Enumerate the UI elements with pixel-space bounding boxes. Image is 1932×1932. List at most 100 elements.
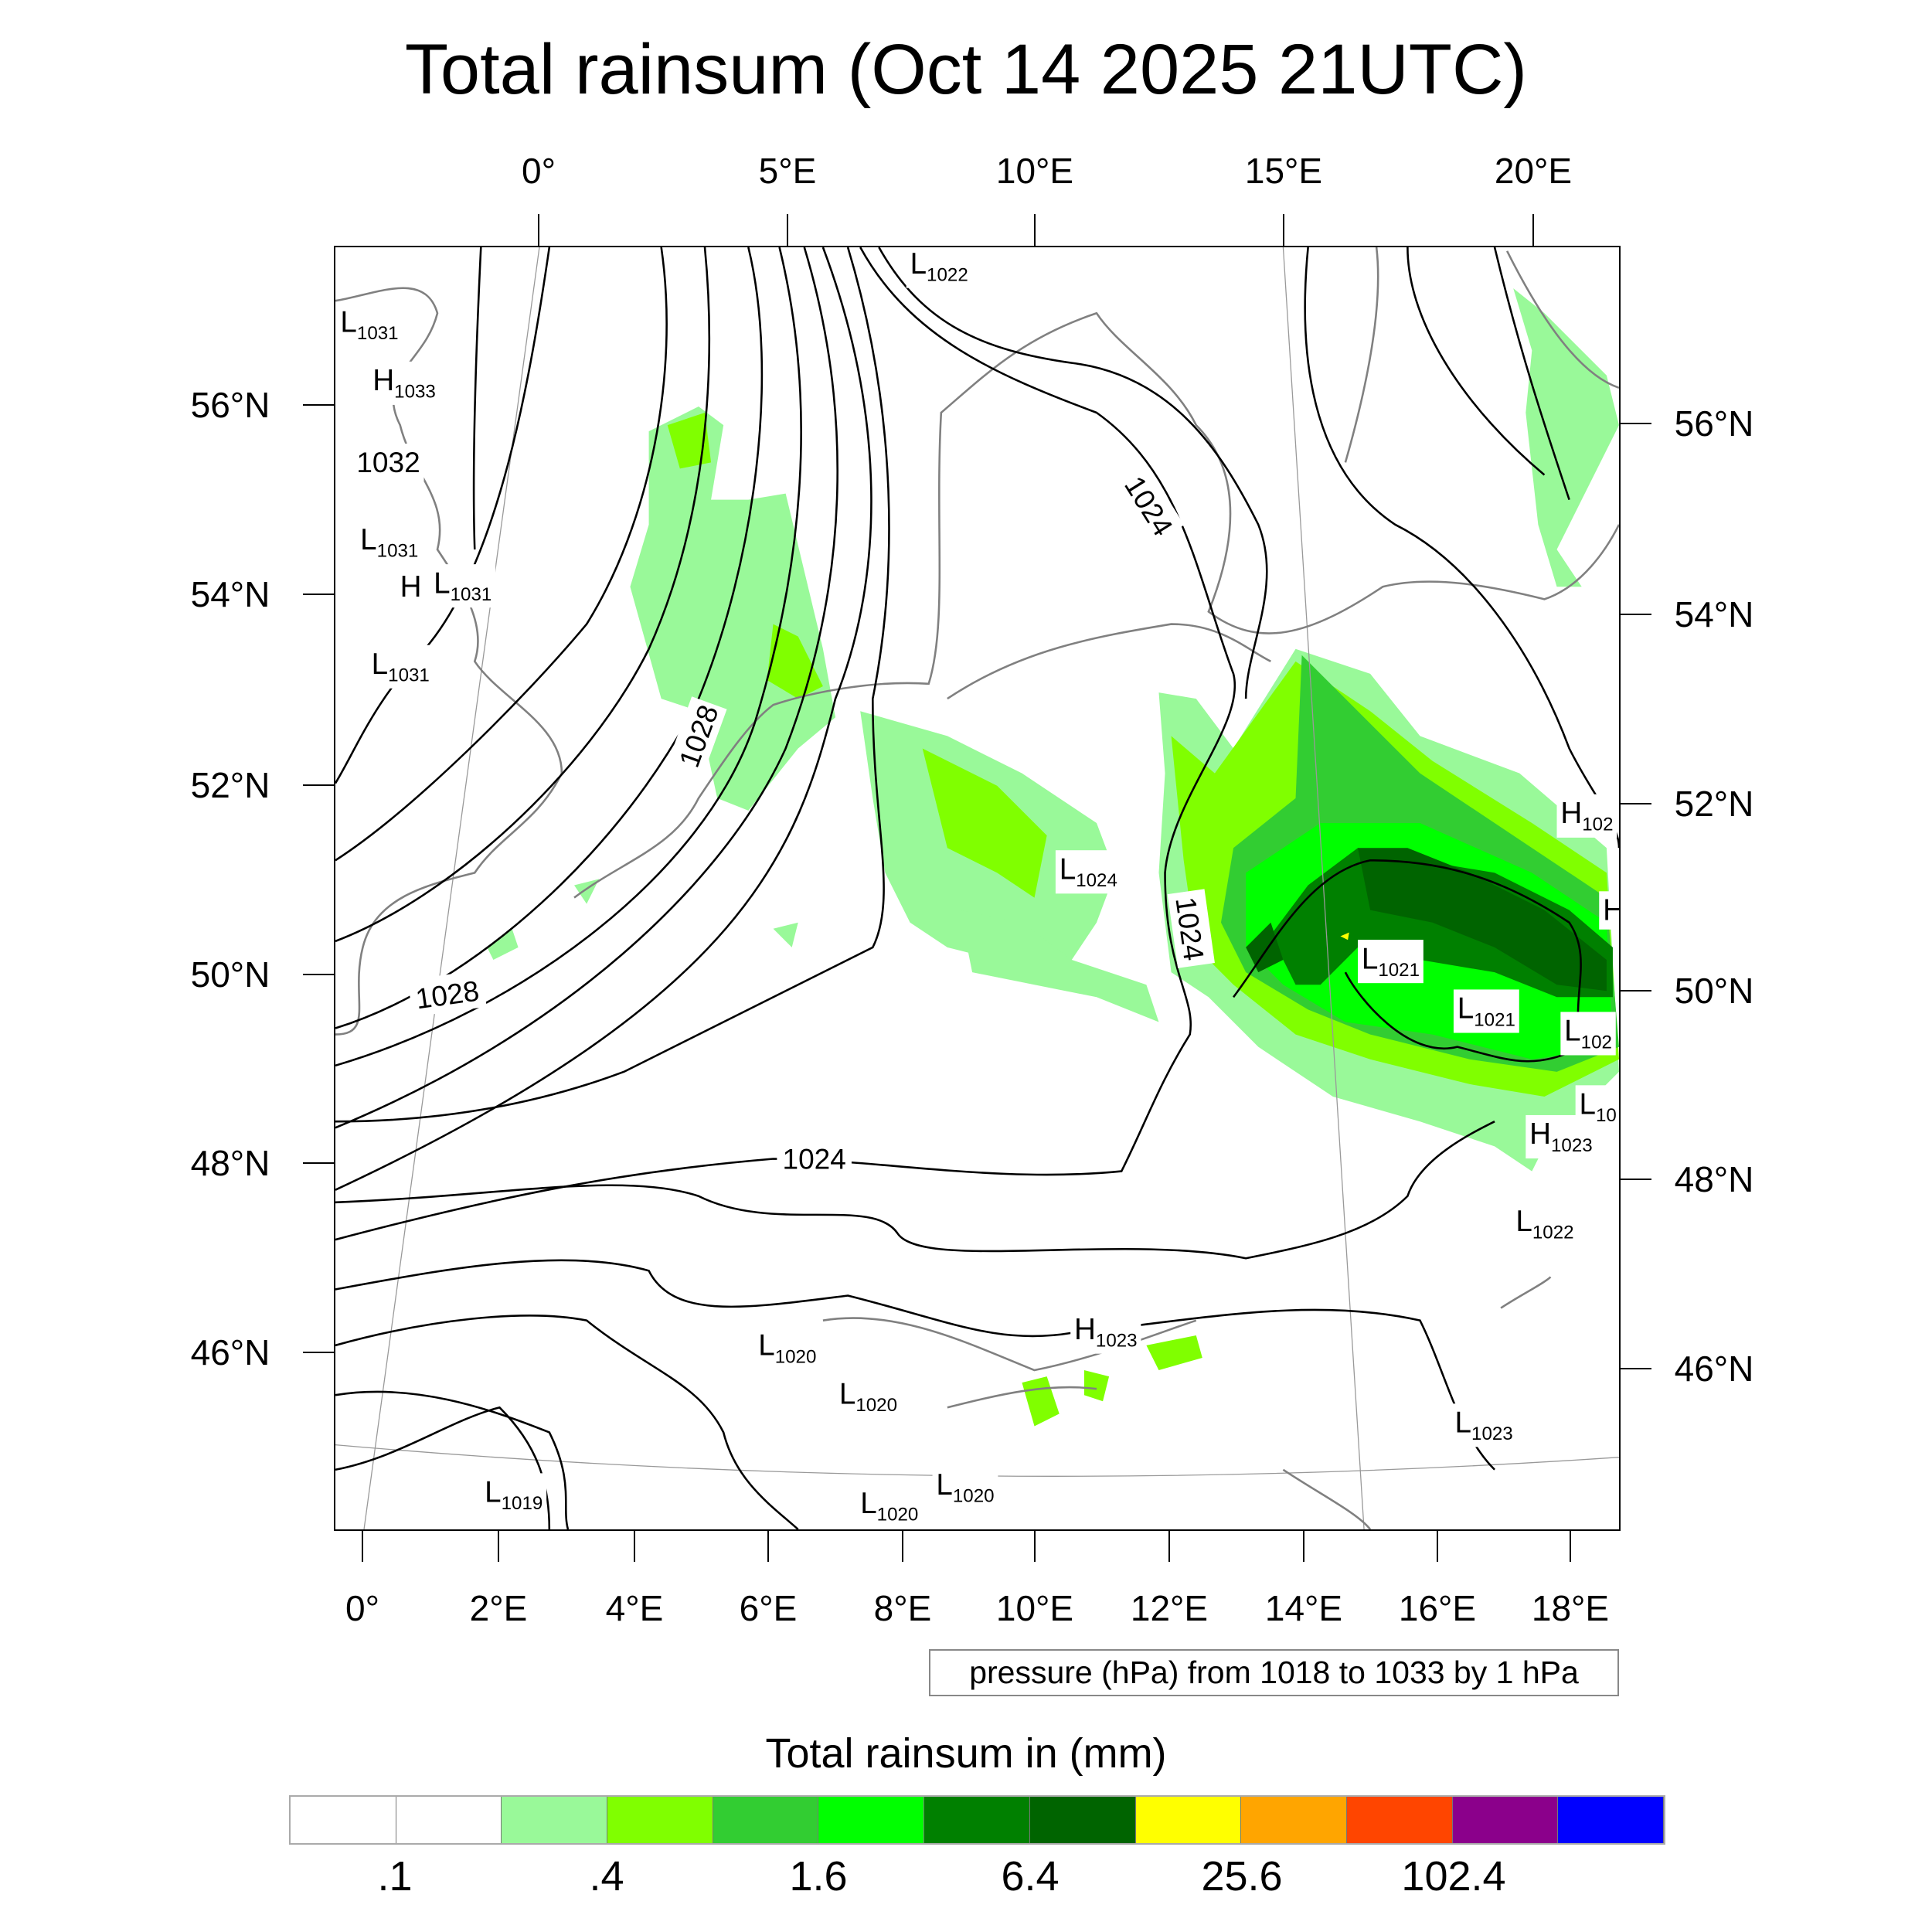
- pressure-type: L: [434, 566, 450, 600]
- pressure-type: L: [758, 1329, 774, 1362]
- axis-tick: [1621, 803, 1651, 804]
- label-background: [835, 1375, 901, 1419]
- axis-tick: [1034, 214, 1036, 246]
- top-lon-label: 15°E: [1244, 151, 1323, 191]
- axis-tick: [303, 594, 334, 595]
- pressure-type: L: [1515, 1205, 1532, 1238]
- label-background: [932, 1465, 998, 1509]
- isobar: [335, 247, 838, 1129]
- pressure-type: L: [910, 247, 927, 281]
- bottom-lon-label: 10°E: [995, 1588, 1074, 1628]
- axis-tick: [1621, 614, 1651, 615]
- isobar: [335, 247, 1236, 1241]
- pressure-value: 1021: [1474, 1009, 1515, 1030]
- pressure-value: 1033: [394, 382, 436, 403]
- isobar: [335, 247, 872, 1191]
- meridian-line: [363, 247, 540, 1529]
- pressure-value: 1023: [1551, 1135, 1593, 1156]
- axis-tick: [1283, 214, 1284, 246]
- left-lat-label: 48°N: [190, 1143, 270, 1183]
- pressure-value: 102: [1582, 815, 1613, 835]
- rain-moderate: [667, 413, 823, 699]
- bottom-lon-label: 2°E: [469, 1588, 528, 1628]
- label-background: [1070, 1310, 1141, 1354]
- colorbar-label: 1.6: [789, 1853, 848, 1900]
- colorbar-label: .1: [377, 1853, 413, 1900]
- rain-moderate: [1022, 1335, 1202, 1427]
- pressure-label: L1023: [1455, 1406, 1513, 1444]
- coastline: [1344, 247, 1619, 463]
- rain-field: [487, 288, 1619, 1427]
- top-lon-label: 20°E: [1494, 151, 1573, 191]
- isobar: [878, 247, 1268, 699]
- map-plot-area: 1028 1024 1024 1028 1024 L1022 L1031 H1033…: [334, 246, 1621, 1531]
- label-background: [1512, 1202, 1578, 1246]
- pressure-type: H: [1529, 1117, 1551, 1151]
- rain-light: [487, 879, 1159, 1022]
- isobar: [1406, 247, 1570, 501]
- pressure-label: L1020: [860, 1487, 918, 1526]
- map-svg: 1028 1024 1024 1028 1024 L1022L1031H1033…: [335, 247, 1619, 1529]
- pressure-label: H102: [1560, 797, 1613, 835]
- colorbar-swatch: [1029, 1797, 1136, 1843]
- label-background: [352, 444, 424, 481]
- axis-tick: [362, 1531, 363, 1562]
- isobar: [335, 247, 802, 1067]
- pressure-value: 1022: [927, 264, 968, 285]
- pressure-type: L: [1362, 942, 1378, 975]
- axis-tick: [634, 1531, 635, 1562]
- pressure-type: L: [1564, 1015, 1580, 1048]
- axis-tick: [1570, 1531, 1571, 1562]
- axis-tick: [1034, 1531, 1036, 1562]
- label-background: [1451, 1403, 1517, 1447]
- label-background: [356, 520, 423, 564]
- chart-title: Total rainsum (Oct 14 2025 21UTC): [404, 30, 1528, 109]
- pressure-label: L102: [1564, 1015, 1612, 1053]
- pressure-label: L1022: [1515, 1205, 1573, 1243]
- coastline: [822, 1276, 1552, 1529]
- right-lat-label: 54°N: [1674, 594, 1754, 634]
- pressure-label: L1024: [1060, 852, 1117, 891]
- pressure-label: L1022: [910, 247, 968, 285]
- colorbar-swatch: [291, 1797, 396, 1843]
- right-lat-label: 52°N: [1674, 784, 1754, 824]
- colorbar-swatch: [1452, 1797, 1559, 1843]
- axis-tick: [1621, 1368, 1651, 1369]
- colorbar-label: 25.6: [1201, 1853, 1283, 1900]
- isobar: [335, 247, 710, 943]
- axis-tick: [1303, 1531, 1304, 1562]
- contour-info-box: pressure (hPa) from 1018 to 1033 by 1 hP…: [929, 1649, 1619, 1696]
- top-lon-label: 5°E: [758, 151, 817, 191]
- axis-tick: [303, 404, 334, 406]
- colorbar-label: 6.4: [1001, 1853, 1060, 1900]
- label-background: [1453, 989, 1519, 1033]
- axis-tick: [303, 1352, 334, 1353]
- pressure-label: L1020: [758, 1329, 816, 1368]
- pressure-value: 10: [1596, 1105, 1617, 1126]
- isobar: [1233, 859, 1583, 1063]
- pressure-type: H: [400, 570, 422, 604]
- left-lat-label: 54°N: [190, 574, 270, 614]
- colorbar-title: Total rainsum in (mm): [765, 1730, 1167, 1777]
- coastlines: [335, 247, 1619, 1529]
- axis-tick: [303, 784, 334, 786]
- colorbar-swatch: [713, 1797, 819, 1843]
- label-background: [367, 645, 434, 689]
- rain-light: [630, 406, 836, 811]
- pressure-value: 1023: [1096, 1330, 1138, 1351]
- pressure-label: 1032: [356, 446, 420, 478]
- coastline: [335, 287, 563, 1036]
- colorbar-swatch: [607, 1797, 713, 1843]
- bottom-lon-label: 6°E: [739, 1588, 798, 1628]
- left-lat-label: 50°N: [190, 954, 270, 995]
- label-background: [1599, 891, 1619, 930]
- colorbar-swatch: [1135, 1797, 1242, 1843]
- left-lat-label: 52°N: [190, 765, 270, 805]
- coastline: [573, 311, 1619, 899]
- pressure-label: L1031: [434, 566, 492, 605]
- pressure-type: L: [360, 523, 376, 556]
- isobar: [472, 247, 482, 550]
- pressure-value: 1019: [502, 1493, 543, 1514]
- bottom-lon-label: 18°E: [1531, 1588, 1610, 1628]
